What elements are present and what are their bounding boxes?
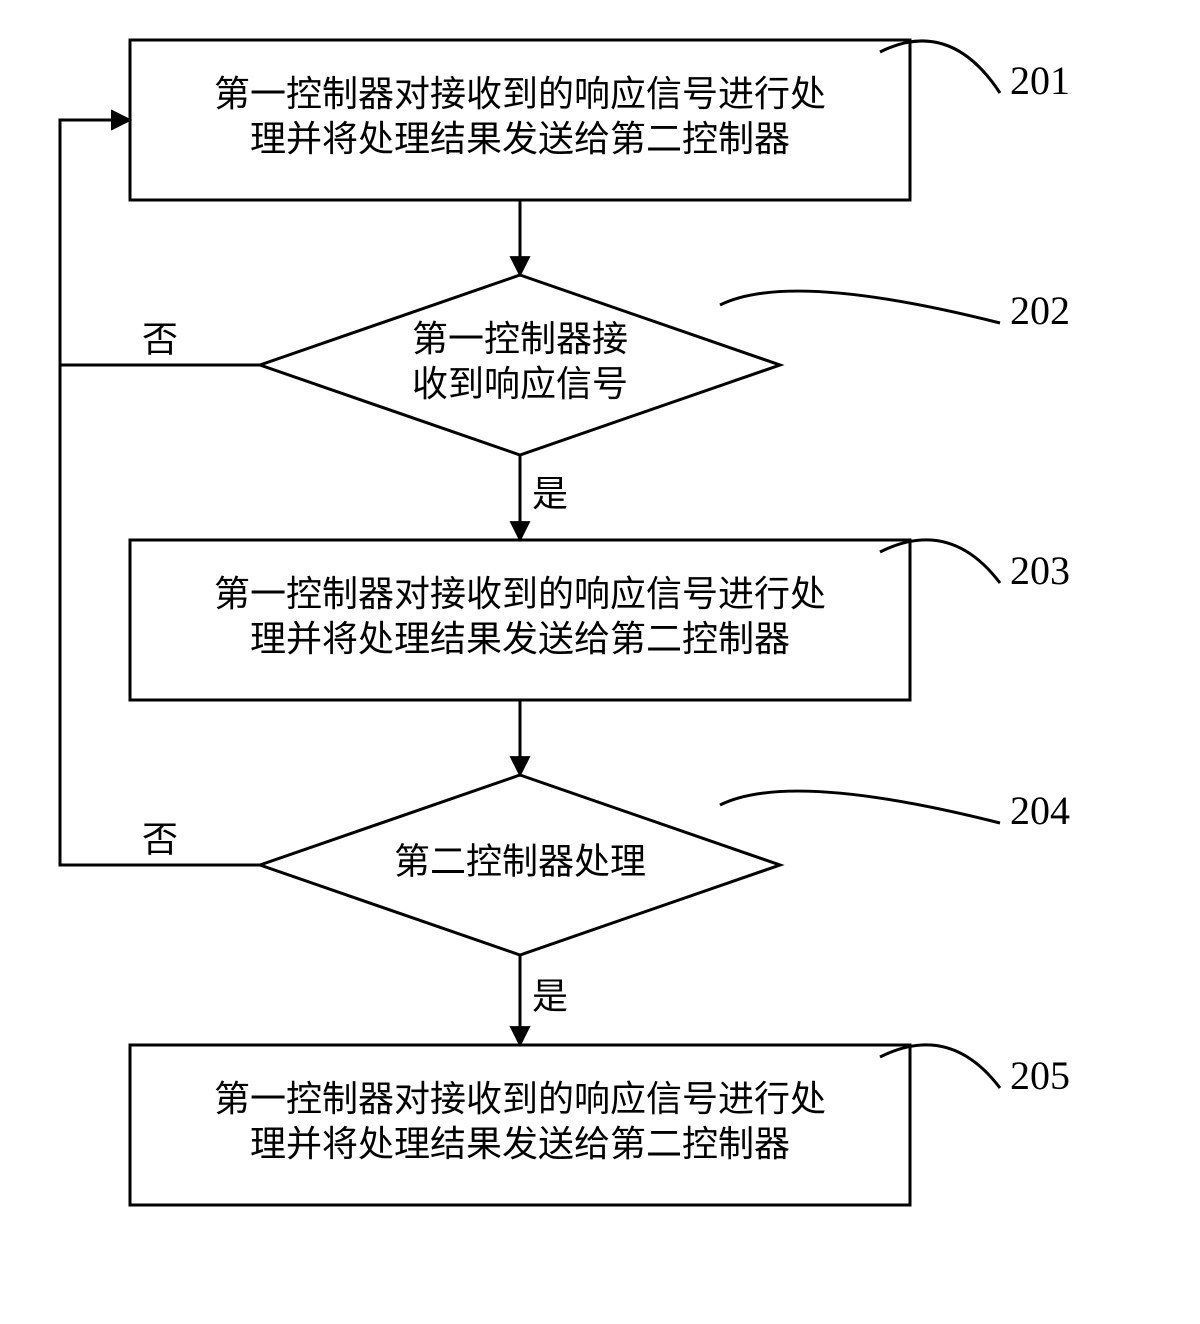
n201-number: 201 — [1010, 58, 1070, 103]
edge-label-n202-n203: 是 — [532, 474, 568, 514]
n205: 第一控制器对接收到的响应信号进行处理并将处理结果发送给第二控制器 205 — [130, 1045, 1070, 1205]
edge-label-n204-n201: 否 — [142, 819, 178, 859]
n204: 第二控制器处理 204 — [260, 775, 1070, 955]
n202-line-1: 收到响应信号 — [412, 364, 628, 404]
n203: 第一控制器对接收到的响应信号进行处理并将处理结果发送给第二控制器 203 — [130, 540, 1070, 700]
edge-label-n202-n201: 否 — [142, 319, 178, 359]
n202-line-0: 第一控制器接 — [412, 319, 628, 359]
n205-number: 205 — [1010, 1053, 1070, 1098]
n204-line-0: 第二控制器处理 — [394, 841, 646, 881]
n203-line-0: 第一控制器对接收到的响应信号进行处 — [214, 574, 826, 614]
edge-n204-n201-loop — [60, 120, 260, 865]
n202-number: 202 — [1010, 288, 1070, 333]
n205-line-0: 第一控制器对接收到的响应信号进行处 — [214, 1079, 826, 1119]
n201: 第一控制器对接收到的响应信号进行处理并将处理结果发送给第二控制器 201 — [130, 40, 1070, 200]
n204-number: 204 — [1010, 788, 1070, 833]
n201-line-0: 第一控制器对接收到的响应信号进行处 — [214, 74, 826, 114]
n205-line-1: 理并将处理结果发送给第二控制器 — [250, 1124, 790, 1164]
edge-label-n204-n205: 是 — [532, 976, 568, 1016]
n201-line-1: 理并将处理结果发送给第二控制器 — [250, 119, 790, 159]
n203-line-1: 理并将处理结果发送给第二控制器 — [250, 619, 790, 659]
n203-number: 203 — [1010, 548, 1070, 593]
n202: 第一控制器接收到响应信号 202 — [260, 275, 1070, 455]
